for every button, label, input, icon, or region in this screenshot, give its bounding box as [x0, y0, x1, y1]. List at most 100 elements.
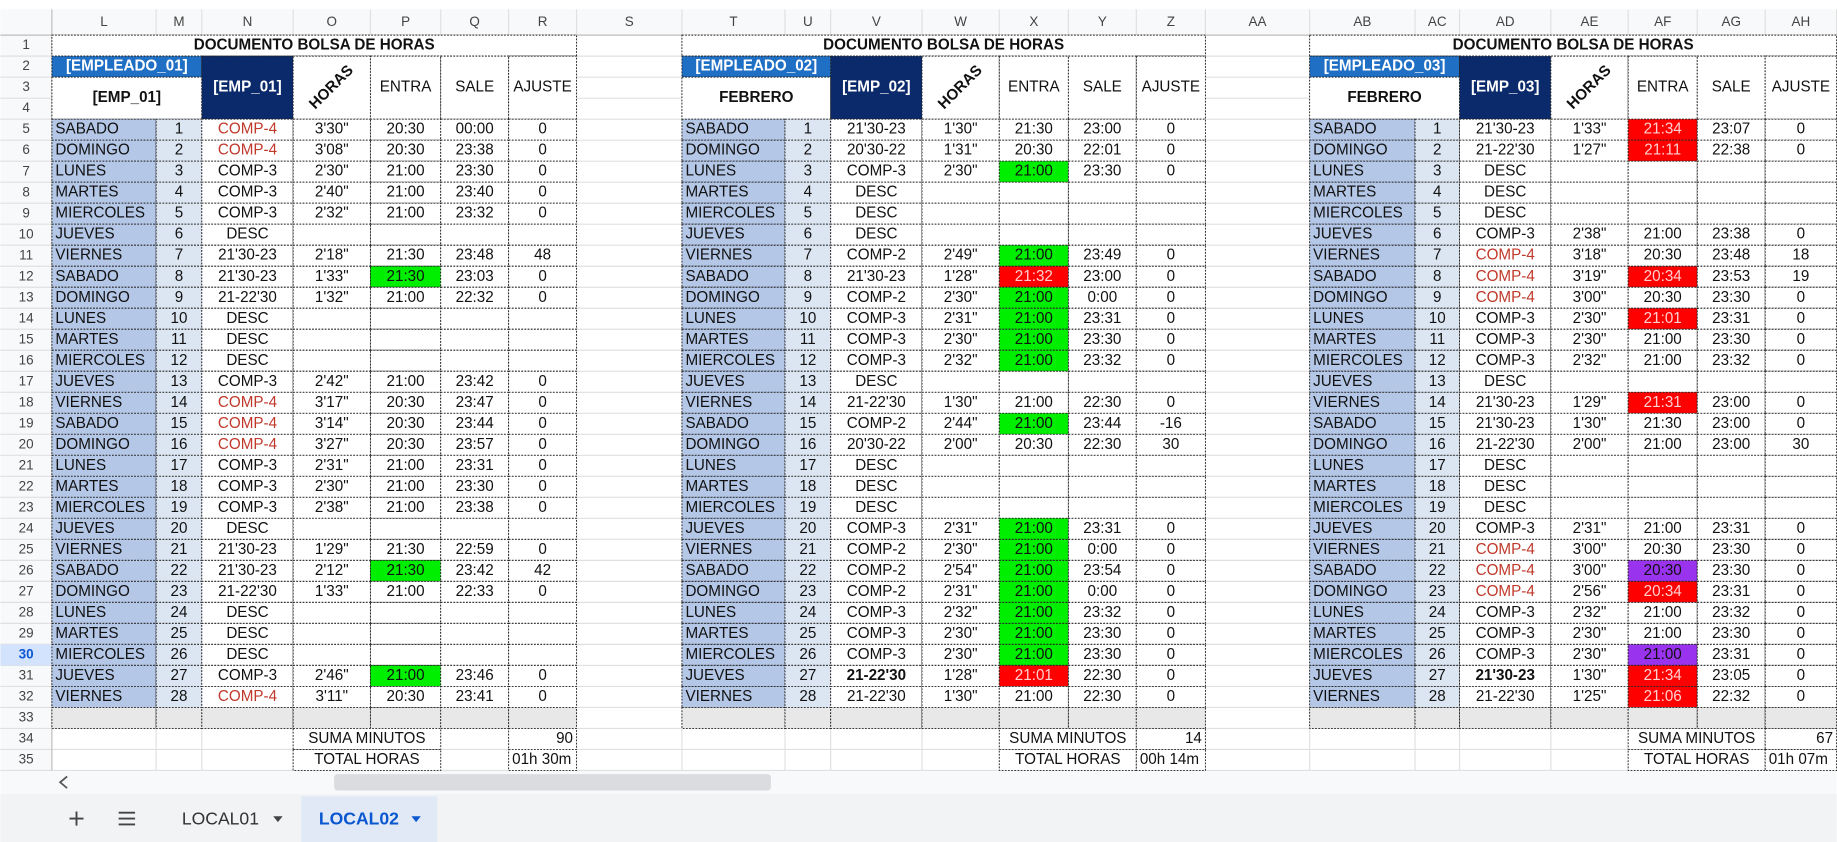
row-header[interactable]: 24	[19, 520, 34, 535]
row-header[interactable]: 17	[19, 373, 34, 388]
row-header[interactable]: 33	[19, 709, 34, 724]
column-header[interactable]: AD	[1496, 14, 1515, 29]
row-header[interactable]: 27	[19, 583, 34, 598]
column-header[interactable]: X	[1029, 14, 1038, 29]
header-cell	[508, 55, 578, 120]
cell-text: DOMINGO	[55, 142, 130, 159]
row-header[interactable]: 11	[19, 247, 33, 262]
column-title: SALE	[1083, 79, 1122, 96]
blank-cell	[51, 706, 157, 729]
cell-text: 23:32	[456, 205, 494, 222]
row-header[interactable]: 16	[19, 352, 34, 367]
row-header[interactable]: 23	[19, 499, 34, 514]
row-header[interactable]: 32	[19, 688, 34, 703]
column-header[interactable]: P	[401, 14, 410, 29]
cell	[508, 475, 578, 498]
cell	[508, 160, 578, 183]
row-header[interactable]: 7	[22, 163, 29, 178]
cell	[440, 517, 510, 540]
row-header[interactable]: 30	[19, 646, 34, 661]
cell-text: 18	[170, 478, 187, 495]
row-header[interactable]: 19	[19, 415, 34, 430]
all-sheets[interactable]	[118, 811, 136, 826]
column-header[interactable]: W	[954, 14, 967, 29]
row-header[interactable]: 10	[19, 226, 34, 241]
tab-menu-arrow[interactable]	[411, 816, 421, 823]
column-header[interactable]: V	[872, 14, 881, 29]
cell-text: 20:30	[1644, 289, 1682, 306]
cell-text: 21:00	[387, 205, 425, 222]
row-header[interactable]: 14	[19, 310, 34, 325]
column-header[interactable]: AC	[1428, 14, 1447, 29]
cell-text: 10	[170, 310, 187, 327]
column-header[interactable]: N	[243, 14, 253, 29]
row-header[interactable]: 1	[22, 37, 29, 52]
column-header[interactable]: T	[729, 14, 737, 29]
row-header[interactable]: 12	[19, 268, 34, 283]
row-header[interactable]: 28	[19, 604, 34, 619]
cell-text: MIERCOLES	[55, 646, 145, 663]
cell	[1309, 286, 1416, 309]
column-header[interactable]: AB	[1353, 14, 1371, 29]
cell-text: MARTES	[55, 331, 118, 348]
cell-text: MIERCOLES	[55, 352, 145, 369]
column-header[interactable]: L	[100, 14, 108, 29]
column-header[interactable]: Y	[1098, 14, 1107, 29]
row-header[interactable]: 29	[19, 625, 34, 640]
row-header[interactable]: 13	[19, 289, 34, 304]
row-header[interactable]: 35	[19, 752, 34, 767]
cell-text: 19	[1429, 499, 1446, 516]
row-header[interactable]: 21	[19, 457, 34, 472]
row-header[interactable]: 4	[22, 100, 30, 115]
row-header[interactable]: 22	[19, 478, 34, 493]
cell-text: 23:31	[1712, 520, 1750, 537]
cell-text: 21:30	[1015, 121, 1053, 138]
row-header[interactable]: 26	[19, 562, 34, 577]
row-header[interactable]: 31	[19, 667, 34, 682]
cell	[508, 559, 578, 582]
column-header[interactable]: AG	[1722, 14, 1741, 29]
scroll-left[interactable]	[58, 775, 68, 789]
column-header[interactable]: AE	[1581, 14, 1599, 29]
column-header[interactable]: Q	[469, 14, 479, 29]
header-cell	[1696, 55, 1766, 120]
row-header[interactable]: 5	[22, 121, 29, 136]
row-header[interactable]: 25	[19, 541, 34, 556]
cell	[1627, 748, 1766, 771]
row-header[interactable]: 8	[22, 184, 29, 199]
column-title: ENTRA	[380, 79, 432, 96]
column-header[interactable]: AA	[1249, 14, 1267, 29]
sheet-tab[interactable]: LOCAL01	[182, 808, 259, 828]
add-sheet[interactable]	[69, 811, 84, 826]
column-header[interactable]: S	[625, 14, 634, 29]
cell-text: 20:34	[1644, 583, 1683, 600]
column-header[interactable]: AH	[1792, 14, 1811, 29]
column-header[interactable]: O	[327, 14, 337, 29]
cell-text: 17	[799, 457, 816, 474]
sheet-tab[interactable]: LOCAL02	[319, 808, 399, 828]
cell-text: DESC	[855, 373, 897, 390]
tab-menu-arrow[interactable]	[273, 816, 283, 823]
row-header[interactable]: 9	[22, 205, 29, 220]
cell	[440, 370, 510, 393]
column-header[interactable]: M	[173, 14, 184, 29]
cell-text: 1	[804, 121, 812, 138]
cell	[1135, 265, 1206, 288]
column-header[interactable]: AF	[1654, 14, 1671, 29]
row-header[interactable]: 15	[19, 331, 34, 346]
row-header[interactable]: 2	[22, 58, 29, 73]
row-header[interactable]: 20	[19, 436, 34, 451]
column-header[interactable]: Z	[1167, 14, 1175, 29]
cell	[440, 664, 510, 687]
column-header[interactable]: R	[538, 14, 548, 29]
row-header[interactable]: 18	[19, 394, 34, 409]
row-header[interactable]: 3	[22, 79, 29, 94]
column-header[interactable]: U	[803, 14, 813, 29]
cell-text: 21:00	[1644, 604, 1682, 621]
row-header[interactable]: 34	[19, 730, 34, 745]
scrollbar-thumb[interactable]	[334, 774, 771, 791]
blank-cell	[440, 706, 510, 729]
row-header[interactable]: 6	[22, 142, 29, 157]
cell	[1627, 370, 1698, 393]
